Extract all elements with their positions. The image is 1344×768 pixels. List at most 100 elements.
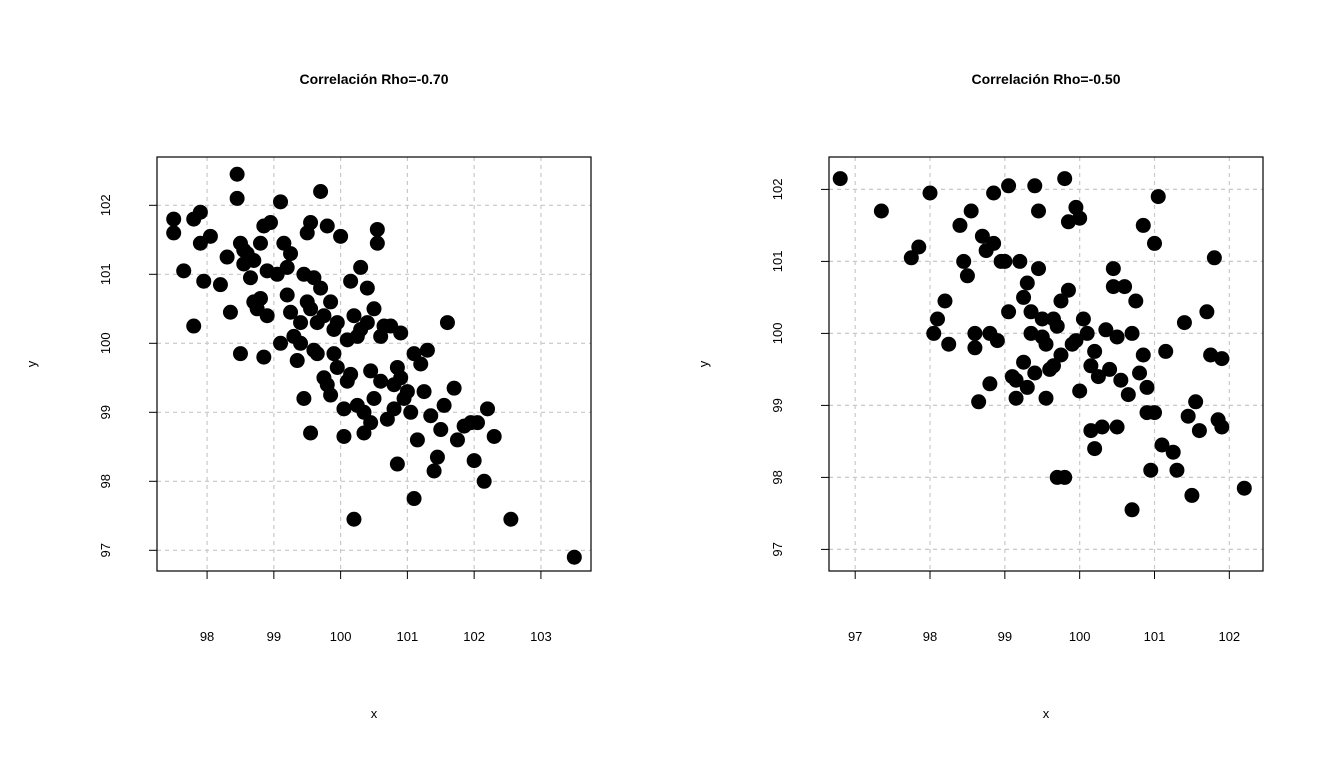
left-data-point [192,204,208,220]
left-data-point [246,253,262,268]
left-y-axis: 97 98 99 100 101 102 [98,194,157,558]
left-data-point [366,391,382,406]
right-x-tick-label: 101 [1144,629,1166,644]
left-data-point [263,215,279,231]
right-data-point [989,333,1005,349]
right-data-point [974,228,990,244]
left-x-tick-label: 100 [330,629,352,644]
right-data-point [963,203,979,219]
right-data-point [1023,304,1039,320]
right-data-point [1087,343,1103,359]
left-data-point [279,259,295,275]
right-data-point [1072,210,1088,226]
right-data-point [1012,253,1028,269]
right-data-point [922,185,938,201]
left-data-point [353,259,369,275]
left-data-point [283,304,299,320]
left-data-point [303,215,319,231]
left-data-point [293,335,309,351]
left-data-point [386,401,402,417]
left-y-tick-label: 98 [98,474,113,488]
left-data-point [273,194,289,210]
right-data-point [1083,358,1099,374]
left-x-tick-label: 102 [463,629,485,644]
right-data-point [982,376,998,392]
right-data-point [1135,347,1151,363]
left-points [166,166,582,565]
left-data-point [259,308,275,324]
left-data-point [466,453,482,469]
left-data-point [222,304,238,320]
right-data-point [930,311,945,327]
right-data-point [1016,289,1032,305]
right-data-point [1001,178,1017,194]
left-data-point [476,473,492,489]
left-data-point [329,315,345,331]
right-data-point [1053,293,1069,309]
left-data-point [419,342,435,358]
left-chart-title: Correlación Rho=-0.70 [300,71,449,87]
right-data-point [1150,189,1166,205]
left-data-point [429,449,445,465]
right-data-point [1090,369,1106,385]
left-y-tick-label: 101 [98,263,113,285]
left-y-tick-label: 99 [98,405,113,419]
left-data-point [166,225,182,241]
left-data-point [439,315,455,331]
left-x-axis: 98 99 100 101 102 103 [200,571,552,644]
left-x-axis-label: x [371,706,378,721]
right-data-point [1027,365,1043,381]
left-data-point [166,211,182,227]
left-data-point [229,166,245,182]
right-y-axis-label: y [696,360,711,367]
left-data-point [363,363,379,379]
right-data-point [1019,275,1035,291]
right-data-point [986,235,1002,251]
right-data-point [941,336,957,352]
right-data-point [1016,354,1032,370]
left-data-point [369,235,385,251]
right-data-point [952,217,968,233]
left-data-point [503,511,519,527]
left-data-point [232,346,248,362]
left-y-tick-label: 97 [98,543,113,557]
right-data-point [1165,444,1181,460]
right-data-point [1060,282,1076,298]
right-data-point [1087,441,1103,457]
right-data-point [832,171,848,187]
right-data-point [1143,462,1159,478]
left-data-point [373,373,389,389]
right-data-point [1236,480,1252,496]
right-data-point [1053,347,1069,363]
right-data-point [873,203,889,219]
right-plot-frame [828,156,1264,572]
left-data-point [319,218,335,234]
right-data-point [1038,336,1054,352]
left-data-point [416,384,432,400]
right-data-point [926,325,942,341]
left-data-point [323,294,339,310]
right-data-point [1038,390,1054,406]
left-x-tick-label: 103 [530,629,552,644]
right-points [832,171,1252,518]
right-data-point [1124,502,1140,518]
left-data-point [446,380,462,396]
left-data-point [256,349,272,365]
right-data-point [911,239,927,255]
left-scatter-panel: Correlación Rho=-0.70 98 99 100 101 102 103 9… [24,71,592,721]
left-data-point [283,246,299,262]
right-data-point [956,253,972,269]
left-data-point [326,346,342,362]
right-data-point [1199,304,1215,320]
right-data-point [1027,178,1043,194]
right-data-point [1057,171,1073,187]
left-data-point [436,397,452,413]
left-data-point [366,301,382,317]
right-data-point [1008,372,1024,388]
left-data-point [293,315,309,331]
left-data-point [409,432,425,448]
left-x-tick-label: 99 [267,629,281,644]
left-data-point [346,511,362,527]
left-data-point [359,315,375,331]
